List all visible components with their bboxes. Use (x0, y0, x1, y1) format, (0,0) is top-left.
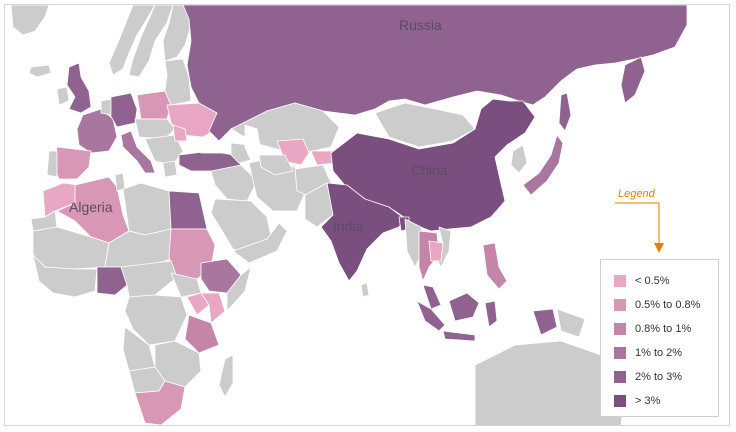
country-south-africa[interactable] (134, 380, 186, 425)
country-somalia[interactable] (226, 266, 252, 312)
legend-label: < 0.5% (635, 275, 670, 287)
country-baltic-belarus[interactable] (164, 58, 192, 106)
country-india[interactable] (320, 182, 406, 282)
country-kamchatka[interactable] (620, 56, 646, 104)
country-tunisia[interactable] (114, 172, 126, 192)
country-madagascar[interactable] (218, 354, 234, 398)
country-sakhalin[interactable] (558, 92, 572, 132)
country-sri-lanka[interactable] (360, 282, 370, 298)
country-poland[interactable] (136, 90, 172, 120)
country-italy[interactable] (120, 130, 156, 174)
country-tanzania[interactable] (184, 314, 220, 354)
legend-item[interactable]: 0.5% to 0.8% (614, 293, 718, 317)
country-libya[interactable] (122, 182, 172, 236)
country-yemen-oman[interactable] (232, 222, 288, 264)
legend-label: 0.8% to 1% (635, 323, 692, 335)
country-west-africa[interactable] (32, 254, 98, 298)
country-iceland[interactable] (28, 64, 52, 78)
country-ireland[interactable] (56, 86, 70, 106)
legend-item[interactable]: > 3% (614, 389, 718, 413)
legend-swatch (614, 323, 626, 335)
country-indonesia-sulawesi[interactable] (484, 300, 498, 328)
country-egypt[interactable] (168, 190, 208, 230)
legend-swatch (614, 395, 626, 407)
country-malaysia[interactable] (422, 284, 442, 310)
legend-label: > 3% (635, 395, 661, 407)
country-benelux[interactable] (100, 98, 112, 116)
country-greece[interactable] (162, 160, 178, 178)
legend: < 0.5% 0.5% to 0.8% 0.8% to 1% 1% to 2% … (600, 259, 719, 417)
map-label-algeria: Algeria (69, 199, 113, 215)
country-spain[interactable] (52, 146, 92, 180)
legend-swatch (614, 299, 626, 311)
country-philippines[interactable] (482, 242, 508, 290)
country-kenya[interactable] (200, 292, 226, 324)
country-indonesia-borneo[interactable] (448, 292, 480, 322)
country-laos-cambodia[interactable] (428, 240, 444, 262)
country-romania[interactable] (172, 124, 188, 142)
legend-item[interactable]: 0.8% to 1% (614, 317, 718, 341)
country-indonesia-sumatra[interactable] (416, 300, 446, 332)
country-uk[interactable] (66, 62, 92, 114)
legend-item[interactable]: < 0.5% (614, 269, 718, 293)
map-label-china: China (411, 162, 448, 178)
map-label-india: India (333, 218, 364, 234)
country-nigeria[interactable] (96, 266, 128, 296)
country-syria-iraq[interactable] (210, 164, 258, 202)
country-png[interactable] (556, 308, 586, 338)
country-western-sahara[interactable] (30, 210, 58, 232)
country-japan[interactable] (522, 134, 564, 196)
legend-swatch (614, 275, 626, 287)
legend-swatch (614, 371, 626, 383)
legend-item[interactable]: 1% to 2% (614, 341, 718, 365)
legend-label: 1% to 2% (635, 347, 683, 359)
country-black-sea (190, 138, 226, 154)
legend-item[interactable]: 2% to 3% (614, 365, 718, 389)
country-indonesia-java[interactable] (442, 330, 476, 342)
legend-caption: Legend (618, 188, 655, 200)
country-korea[interactable] (510, 144, 528, 174)
legend-arrow-icon (615, 202, 664, 253)
country-portugal[interactable] (46, 150, 58, 178)
legend-label: 0.5% to 0.8% (635, 299, 701, 311)
map-label-russia: Russia (399, 17, 442, 33)
country-sweden[interactable] (128, 5, 174, 78)
world-map[interactable] (5, 5, 730, 426)
legend-label: 2% to 3% (635, 371, 683, 383)
country-cameroon-car[interactable] (120, 260, 178, 298)
country-balkans[interactable] (144, 134, 184, 166)
country-greenland[interactable] (10, 5, 50, 36)
country-norway[interactable] (108, 5, 156, 76)
map-frame: Russia China India Algeria Legend < 0.5%… (4, 4, 730, 426)
country-caspian-sea (244, 124, 262, 162)
country-turkmenistan[interactable] (258, 154, 294, 176)
country-central-europe[interactable] (134, 118, 176, 140)
country-indonesia-papua[interactable] (532, 308, 558, 336)
legend-swatch (614, 347, 626, 359)
